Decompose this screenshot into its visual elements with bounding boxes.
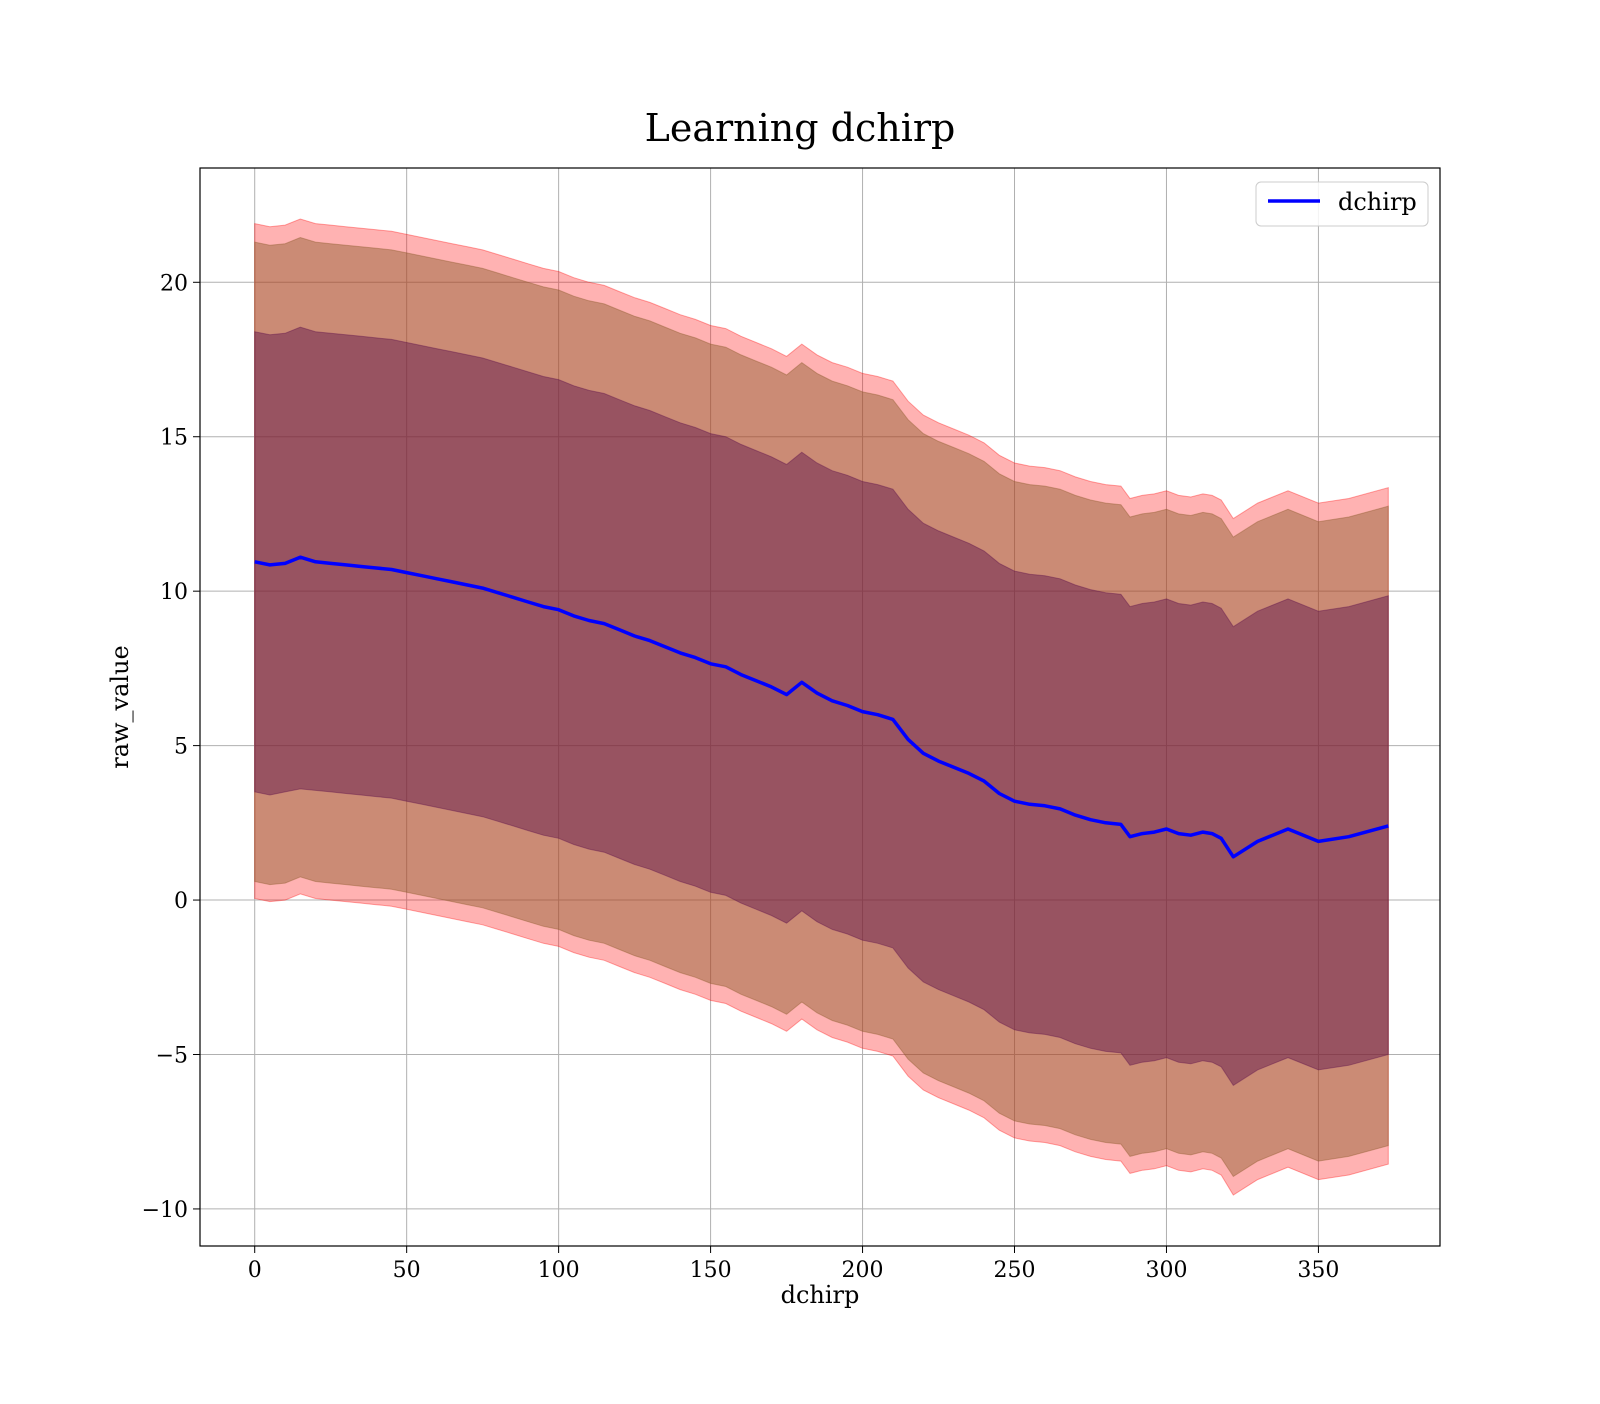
x-tick-label: 50 (393, 1258, 421, 1283)
legend-label-dchirp: dchirp (1338, 188, 1417, 216)
x-tick-label: 350 (1297, 1258, 1339, 1283)
x-tick-label: 200 (842, 1258, 884, 1283)
x-tick-label: 0 (248, 1258, 262, 1283)
y-tick-label: −5 (156, 1043, 188, 1068)
y-tick-label: 10 (160, 580, 188, 605)
y-tick-label: 15 (160, 426, 188, 451)
x-tick-label: 250 (994, 1258, 1036, 1283)
x-tick-label: 300 (1145, 1258, 1187, 1283)
y-tick-label: 0 (174, 889, 188, 914)
y-tick-label: −10 (142, 1198, 188, 1223)
chart-svg: Learning dchirp 0 50 100 150 200 250 300 350 −1… (0, 0, 1600, 1400)
x-axis-label: dchirp (781, 1281, 860, 1309)
chart-title: Learning dchirp (645, 106, 956, 150)
x-tick-label: 150 (690, 1258, 732, 1283)
y-tick-label: 20 (160, 271, 188, 296)
x-tick-label: 100 (538, 1258, 580, 1283)
y-axis-label: raw_value (106, 645, 134, 769)
chart-figure: Learning dchirp 0 50 100 150 200 250 300 350 −1… (0, 0, 1600, 1400)
legend: dchirp (1256, 182, 1428, 226)
y-tick-label: 5 (174, 735, 188, 760)
